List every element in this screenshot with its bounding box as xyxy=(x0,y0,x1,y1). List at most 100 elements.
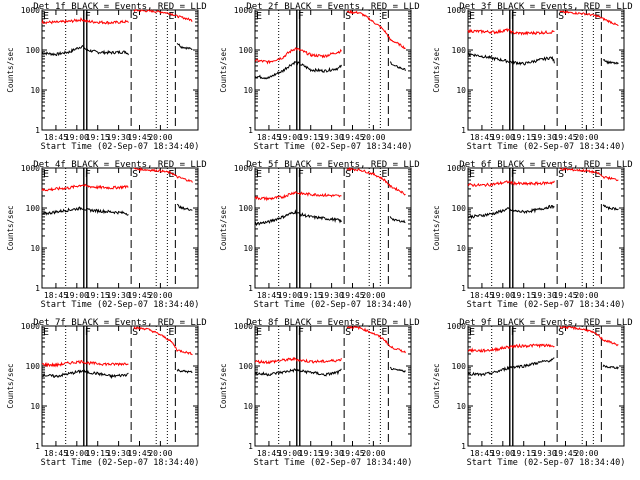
chart-panel: Det 7f BLACK = Events, RED = LLD 1 10 100 10… xyxy=(6,318,207,468)
event-marker-label: E xyxy=(594,327,600,338)
y-tick-label: 100 xyxy=(26,46,41,55)
x-tick-label: 19:15 xyxy=(299,449,323,458)
lld-series-line xyxy=(133,166,193,183)
event-marker-label: S xyxy=(558,327,564,338)
y-axis-label: Counts/sec xyxy=(219,47,228,92)
event-marker-label: E xyxy=(381,11,387,22)
event-marker-label: F xyxy=(85,169,91,180)
chart-panel: Det 5f BLACK = Events, RED = LLD 1 10 100 10… xyxy=(219,160,420,310)
x-tick-label: 19:00 xyxy=(278,449,302,458)
events-series-line xyxy=(254,60,342,80)
x-axis-label: Start Time (02-Sep-07 18:34:40) xyxy=(254,458,413,468)
plot-frame xyxy=(254,9,412,131)
y-tick-label: 1000 xyxy=(447,164,466,173)
y-tick-label: 100 xyxy=(452,204,467,213)
y-tick-label: 1000 xyxy=(234,322,253,331)
event-marker-label: S xyxy=(132,327,138,338)
y-axis-label: Counts/sec xyxy=(6,205,15,250)
event-marker-label: S xyxy=(558,169,564,180)
x-axis-label: Start Time (02-Sep-07 18:34:40) xyxy=(41,300,200,310)
event-marker-label: E xyxy=(168,11,174,22)
event-marker-label: S xyxy=(132,169,138,180)
event-marker-label: E xyxy=(43,327,49,338)
x-axis-label: Start Time (02-Sep-07 18:34:40) xyxy=(467,142,626,152)
lld-series-line xyxy=(133,8,193,22)
events-series-line xyxy=(467,204,555,220)
x-tick-label: 19:45 xyxy=(553,133,577,142)
y-tick-label: 1000 xyxy=(21,6,40,15)
x-tick-label: 19:15 xyxy=(86,291,110,300)
y-axis-label: Counts/sec xyxy=(219,205,228,250)
y-tick-label: 10 xyxy=(243,402,253,411)
y-tick-label: 1 xyxy=(461,126,466,135)
lld-series-line xyxy=(41,359,129,368)
y-tick-label: 10 xyxy=(456,244,466,253)
x-tick-label: 20:00 xyxy=(148,449,172,458)
x-tick-label: 19:30 xyxy=(107,449,131,458)
lld-series-line xyxy=(254,191,342,202)
event-marker-label: F xyxy=(85,327,91,338)
x-tick-label: 19:00 xyxy=(278,291,302,300)
x-tick-label: 18:45 xyxy=(44,449,68,458)
x-tick-label: 19:45 xyxy=(127,449,151,458)
lld-series-line xyxy=(254,356,342,365)
events-series-line xyxy=(389,61,406,72)
x-tick-label: 19:00 xyxy=(491,291,515,300)
x-axis-label: Start Time (02-Sep-07 18:34:40) xyxy=(254,142,413,152)
plot-frame xyxy=(467,167,625,289)
panel-title: Det 8f BLACK = Events, RED = LLD xyxy=(246,318,419,328)
events-series-line xyxy=(602,59,619,65)
event-marker-label: F xyxy=(298,11,304,22)
x-tick-label: 19:00 xyxy=(491,449,515,458)
event-marker-label: S xyxy=(558,11,564,22)
x-tick-label: 19:15 xyxy=(86,449,110,458)
chart-panel: Det 3f BLACK = Events, RED = LLD 1 10 100 10… xyxy=(432,2,633,152)
x-tick-label: 20:00 xyxy=(361,291,385,300)
y-tick-label: 100 xyxy=(26,362,41,371)
x-tick-label: 19:00 xyxy=(491,133,515,142)
lld-series-line xyxy=(559,325,619,347)
y-tick-label: 1 xyxy=(461,284,466,293)
event-marker-label: E xyxy=(381,169,387,180)
y-tick-label: 10 xyxy=(30,244,40,253)
x-axis-label: Start Time (02-Sep-07 18:34:40) xyxy=(467,300,626,310)
x-tick-label: 19:15 xyxy=(512,133,536,142)
y-tick-label: 10 xyxy=(243,244,253,253)
events-series-line xyxy=(602,364,619,370)
event-marker-label: E xyxy=(469,327,475,338)
y-tick-label: 1000 xyxy=(234,6,253,15)
x-tick-label: 19:15 xyxy=(299,291,323,300)
event-marker-label: E xyxy=(168,327,174,338)
y-tick-label: 1000 xyxy=(234,164,253,173)
x-tick-label: 20:00 xyxy=(574,133,598,142)
event-marker-label: E xyxy=(594,169,600,180)
y-axis-label: Counts/sec xyxy=(432,363,441,408)
lld-series-line xyxy=(346,9,406,50)
x-tick-label: 19:30 xyxy=(533,291,557,300)
y-tick-label: 10 xyxy=(243,86,253,95)
y-tick-label: 1000 xyxy=(447,322,466,331)
x-axis-label: Start Time (02-Sep-07 18:34:40) xyxy=(254,300,413,310)
x-tick-label: 18:45 xyxy=(44,133,68,142)
plot-frame xyxy=(41,9,199,131)
events-series-line xyxy=(467,52,555,66)
y-axis-label: Counts/sec xyxy=(6,47,15,92)
x-tick-label: 19:00 xyxy=(65,133,89,142)
x-tick-label: 18:45 xyxy=(257,449,281,458)
x-tick-label: 19:15 xyxy=(86,133,110,142)
plot-frame xyxy=(467,325,625,447)
event-marker-label: E xyxy=(168,169,174,180)
y-tick-label: 100 xyxy=(239,362,254,371)
x-tick-label: 19:45 xyxy=(340,449,364,458)
lld-series-line xyxy=(254,47,342,65)
panel-title: Det 7f BLACK = Events, RED = LLD xyxy=(33,318,206,328)
x-tick-label: 18:45 xyxy=(470,449,494,458)
event-marker-label: E xyxy=(43,169,49,180)
x-tick-label: 19:45 xyxy=(340,291,364,300)
lld-series-line xyxy=(133,326,193,356)
events-series-line xyxy=(176,368,193,374)
y-tick-label: 1000 xyxy=(447,6,466,15)
events-series-line xyxy=(41,44,129,57)
event-marker-label: F xyxy=(85,11,91,22)
